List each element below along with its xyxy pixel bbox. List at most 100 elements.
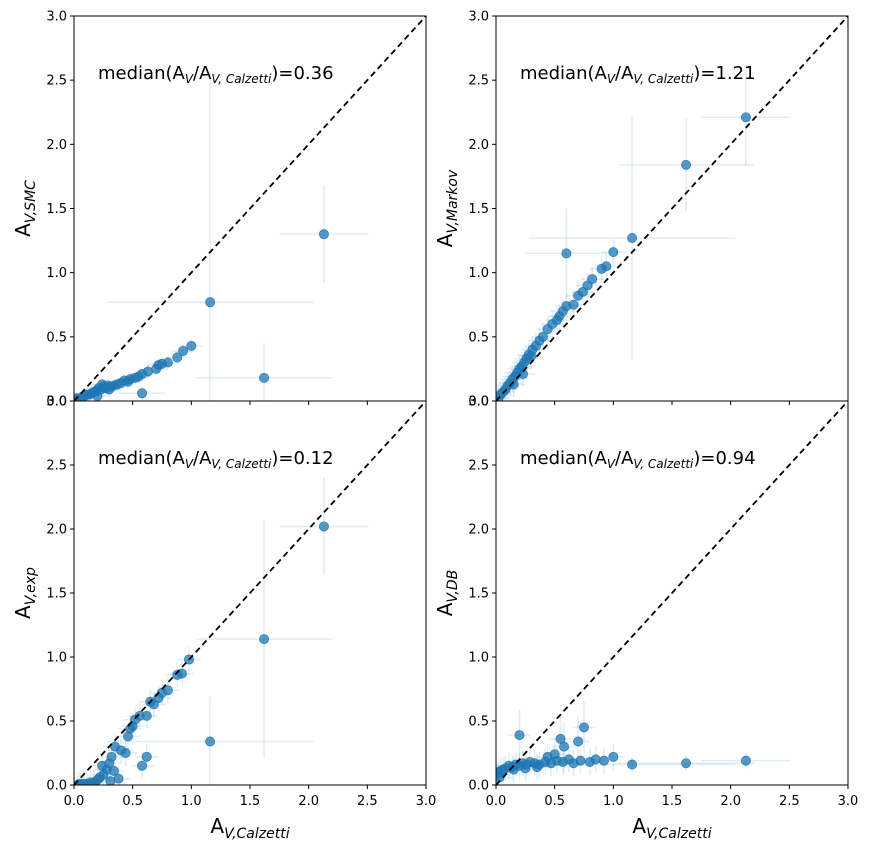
median-annotation: median(AV/AV, Calzetti)=1.21 [520, 63, 756, 86]
y-axis-label: AV,SMC [11, 180, 39, 237]
one-to-one-line [496, 401, 848, 785]
data-point [108, 765, 119, 776]
data-point [186, 340, 197, 351]
annotation-part: )=0.12 [271, 448, 333, 469]
panel-top-right: 0.0 0.5 1.0 1.5 2.0 2.5 3.0 median(AV/AV, Calze… [433, 10, 849, 410]
y-tick-label: 1.5 [468, 587, 489, 602]
data-point [579, 722, 590, 733]
y-tick-label: 0.0 [46, 395, 67, 410]
median-annotation: median(AV/AV, Calzetti)=0.36 [98, 63, 334, 86]
annotation-part: /A [193, 448, 212, 469]
data-point [740, 112, 751, 123]
y-tick-label: 2.5 [468, 74, 489, 89]
x-tick-label: 1.5 [662, 794, 683, 809]
y-axis-label-sub: V,DB [445, 570, 461, 603]
annotation-part: /A [193, 63, 212, 84]
data-point [172, 352, 183, 363]
y-axis-label-sub: V,exp [23, 567, 39, 605]
annotation-part: V [185, 457, 194, 471]
annotation-part: V, Calzetti [211, 72, 272, 86]
y-axis-label: AV,DB [433, 570, 461, 617]
data-point [151, 363, 162, 374]
x-axis-label-sub: V,Calzetti [224, 826, 290, 842]
y-tick-label: 0.0 [468, 395, 489, 410]
x-tick-label: 0.5 [122, 794, 143, 809]
data-point [559, 741, 570, 752]
annotation-part: V [607, 72, 616, 86]
x-tick-label: 2.5 [779, 794, 800, 809]
x-tick-label: 0.5 [544, 794, 565, 809]
annotation-part: /A [615, 63, 634, 84]
y-axis-label: AV,exp [11, 567, 39, 619]
data-point [113, 773, 124, 784]
data-point [92, 390, 103, 401]
data-point [627, 233, 638, 244]
y-tick-label: 3.0 [46, 395, 67, 410]
y-axis-label-sub: V,SMC [23, 180, 39, 223]
data-point [573, 290, 584, 301]
data-point [681, 159, 692, 170]
x-axis-label: AV,Calzetti [632, 814, 711, 842]
annotation-part: V, Calzetti [211, 457, 272, 471]
x-tick-label: 2.0 [298, 794, 319, 809]
x-tick-label: 3.0 [838, 794, 859, 809]
data-point [542, 324, 553, 335]
median-annotation: median(AV/AV, Calzetti)=0.94 [520, 448, 756, 471]
y-axis-label-base: A [11, 223, 35, 237]
annotation-part: V, Calzetti [633, 457, 694, 471]
median-annotation: median(AV/AV, Calzetti)=0.12 [98, 448, 334, 471]
y-axis-label-base: A [433, 602, 457, 616]
data-point [598, 755, 609, 766]
y-tick-label: 0.5 [468, 715, 489, 730]
annotation-part: median(A [98, 63, 185, 84]
data-point [259, 372, 270, 383]
panel-bottom-left: 0.00.51.01.52.02.53.00.0 0.5 1.0 1.5 2.0 2.5 3… [11, 395, 436, 843]
y-tick-label: 2.0 [46, 138, 67, 153]
y-tick-label: 2.0 [468, 523, 489, 538]
data-point [318, 229, 329, 240]
data-point [532, 762, 543, 773]
data-point [205, 297, 216, 308]
data-point [97, 760, 108, 771]
data-point [596, 263, 607, 274]
x-tick-label: 1.5 [240, 794, 261, 809]
annotation-part: )=0.94 [693, 448, 755, 469]
y-tick-label: 0.5 [468, 330, 489, 345]
annotation-part: median(A [98, 448, 185, 469]
data-point [520, 763, 531, 774]
data-point [205, 736, 216, 747]
data-point [514, 730, 525, 741]
y-tick-label: 2.0 [46, 523, 67, 538]
y-axis-label: AV,Markov [433, 169, 461, 247]
data-point [584, 756, 595, 767]
one-to-one-line [496, 16, 848, 401]
data-point [608, 751, 619, 762]
y-tick-label: 2.5 [46, 74, 67, 89]
annotation-part: median(A [520, 63, 607, 84]
y-tick-label: 0.5 [46, 715, 67, 730]
data-point [172, 669, 183, 680]
data-point [517, 369, 528, 380]
data-layer [496, 16, 848, 401]
x-tick-label: 2.5 [357, 794, 378, 809]
y-tick-label: 3.0 [468, 10, 489, 25]
annotation-part: )=1.21 [693, 63, 755, 84]
y-axis-label-base: A [11, 605, 35, 619]
y-tick-label: 0.0 [46, 779, 67, 794]
data-point [141, 751, 152, 762]
data-point [259, 634, 270, 645]
y-tick-label: 0.5 [46, 330, 67, 345]
data-point [740, 755, 751, 766]
one-to-one-line [74, 401, 426, 785]
data-point [137, 760, 148, 771]
y-tick-label: 1.5 [46, 202, 67, 217]
x-tick-label: 3.0 [416, 794, 437, 809]
y-tick-label: 3.0 [468, 395, 489, 410]
x-tick-label: 1.0 [181, 794, 202, 809]
data-point [508, 379, 519, 390]
y-axis-label-sub: V,Markov [445, 169, 461, 234]
data-point [97, 379, 108, 390]
x-axis-label: AV,Calzetti [210, 814, 289, 842]
x-axis-label-base: A [632, 814, 646, 838]
y-tick-label: 1.5 [46, 587, 67, 602]
